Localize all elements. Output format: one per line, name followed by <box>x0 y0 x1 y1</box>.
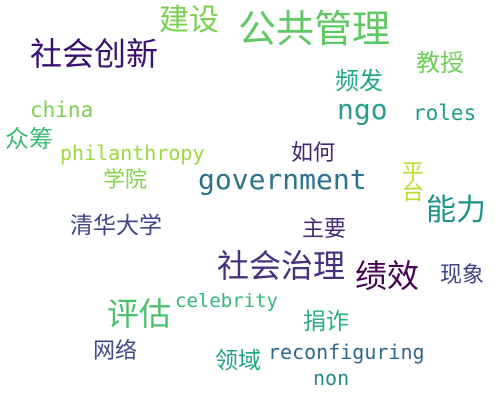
word-zhongchou: 众筹 <box>5 125 53 153</box>
word-china: china <box>30 98 94 122</box>
word-pingtai: 平台 <box>398 160 423 200</box>
word-jianshe: 建设 <box>159 3 219 38</box>
word-wangluo: 网络 <box>93 339 138 364</box>
word-xianxiang: 现象 <box>440 263 485 288</box>
word-non: non <box>313 366 350 390</box>
word-pinggu: 评估 <box>107 295 172 333</box>
word-ngo: ngo <box>337 93 388 126</box>
word-lingyu: 领域 <box>215 348 261 374</box>
word-philanthropy: philanthropy <box>60 141 205 165</box>
word-shehui-zhili: 社会治理 <box>217 247 346 285</box>
word-celebrity: celebrity <box>175 290 278 312</box>
word-government: government <box>198 163 367 196</box>
word-pinfa: 频发 <box>335 67 383 95</box>
word-gonggong-guanli: 公共管理 <box>238 7 391 51</box>
word-roles: roles <box>413 101 477 125</box>
word-juanzha: 捐诈 <box>303 309 349 335</box>
word-jiaoshou: 教授 <box>416 49 464 77</box>
word-xueyuan: 学院 <box>103 168 148 193</box>
word-zhuyao: 主要 <box>302 217 347 242</box>
word-ruhe: 如何 <box>291 141 336 166</box>
word-reconfiguring: reconfiguring <box>268 340 425 364</box>
word-nengli: 能力 <box>426 193 486 228</box>
word-shehui-chuangxin: 社会创新 <box>30 35 159 73</box>
word-qinghua-daxue: 清华大学 <box>70 213 162 239</box>
word-jixiao: 绩效 <box>355 257 420 295</box>
